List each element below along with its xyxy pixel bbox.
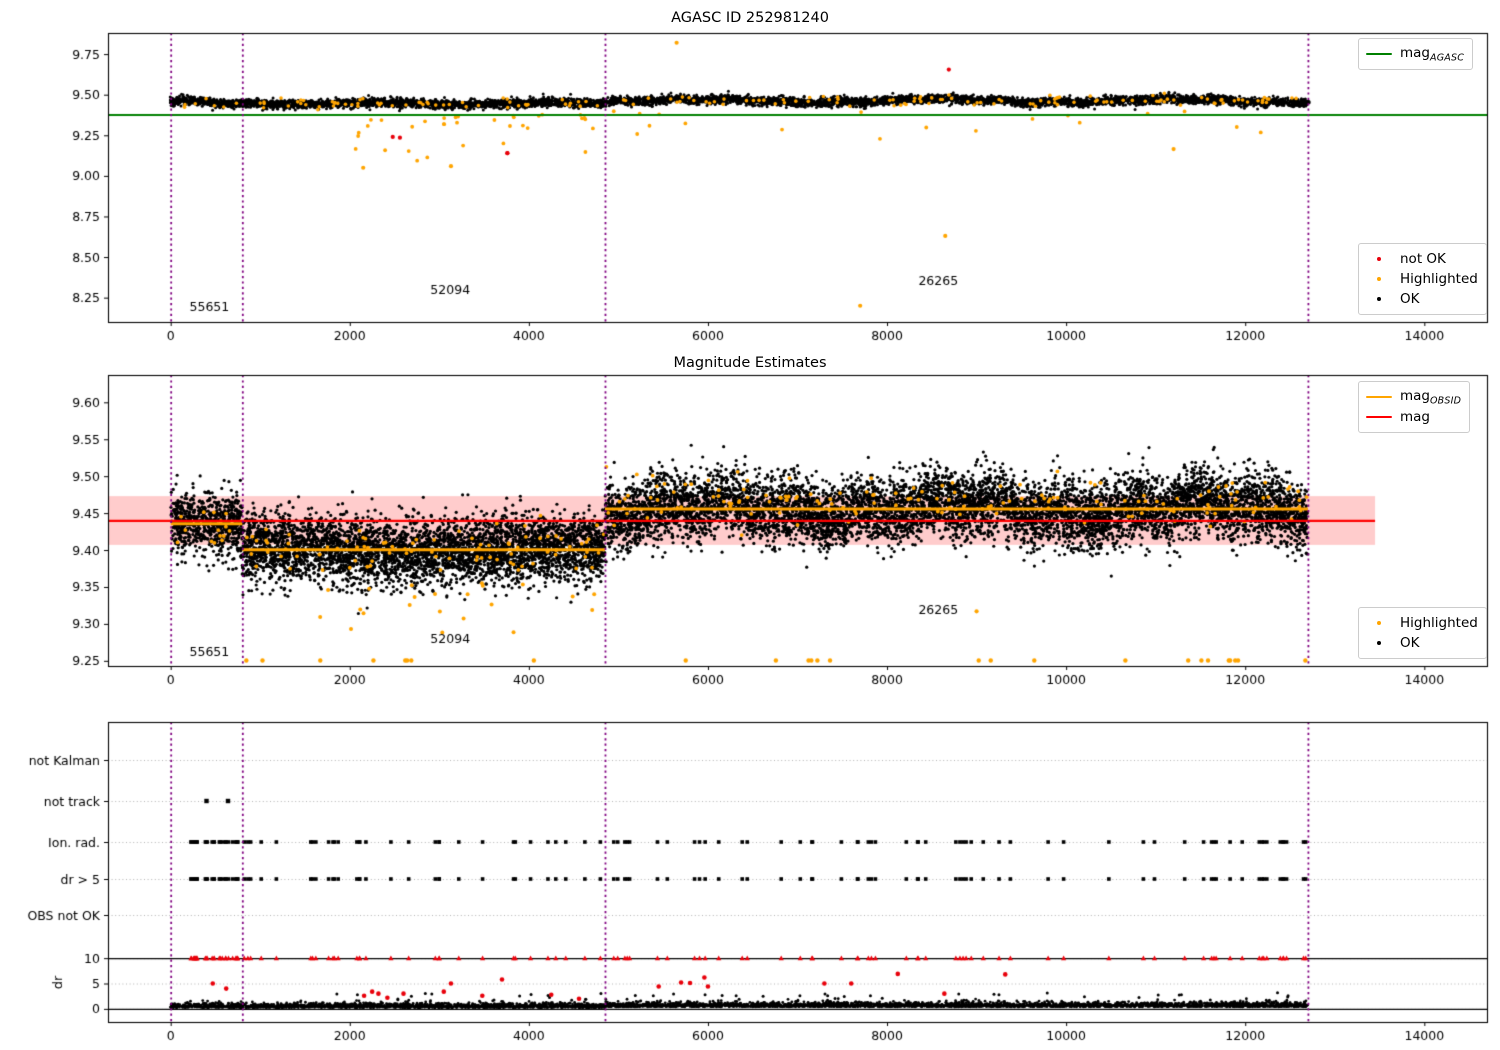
figure-root: AGASC ID 252981240 Magnitude Estimates m… (0, 0, 1500, 1050)
plot-canvas[interactable] (0, 0, 1500, 1050)
